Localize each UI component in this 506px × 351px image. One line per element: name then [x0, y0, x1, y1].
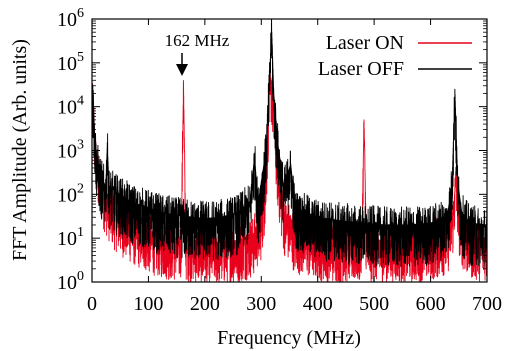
x-tick-label: 0	[87, 293, 97, 315]
annotation-arrowhead	[176, 64, 188, 76]
y-tick-label: 106	[57, 6, 84, 31]
x-tick-label: 500	[359, 293, 389, 315]
legend: Laser ON Laser OFF	[318, 32, 472, 80]
y-axis-ticks: 100 101 102 103 104 105 106	[57, 6, 487, 294]
y-axis-label: FFT Amplitude (Arb. units)	[9, 39, 31, 261]
x-axis-ticks: 0 100 200 300 400 500 600 700	[87, 19, 502, 315]
x-axis-label: Frequency (MHz)	[217, 327, 361, 349]
x-tick-label: 200	[190, 293, 220, 315]
x-tick-label: 700	[472, 293, 502, 315]
x-tick-label: 100	[133, 293, 163, 315]
y-tick-label: 103	[57, 138, 84, 163]
x-tick-label: 300	[246, 293, 276, 315]
legend-label-laser-off: Laser OFF	[318, 58, 404, 80]
legend-label-laser-on: Laser ON	[326, 32, 404, 54]
y-tick-label: 104	[57, 94, 84, 119]
series-layer	[92, 19, 487, 282]
series-line-laser-off	[92, 19, 487, 268]
x-tick-label: 600	[416, 293, 446, 315]
annotation-label: 162 MHz	[165, 31, 230, 50]
y-tick-label: 105	[57, 50, 84, 75]
annotation: 162 MHz	[165, 31, 230, 76]
y-tick-label: 101	[57, 225, 84, 250]
y-tick-label: 102	[57, 181, 84, 206]
x-tick-label: 400	[303, 293, 333, 315]
y-tick-label: 100	[57, 269, 84, 294]
